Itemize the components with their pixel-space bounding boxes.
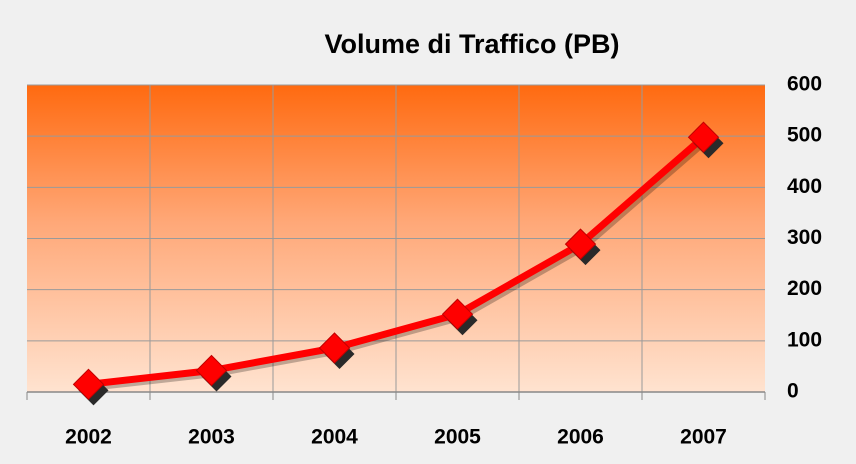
x-tick-label: 2007 <box>680 426 727 449</box>
y-tick-label: 300 <box>787 226 822 249</box>
x-tick-label: 2004 <box>311 426 358 449</box>
chart-title: Volume di Traffico (PB) <box>324 29 619 59</box>
marker <box>318 332 351 364</box>
marker <box>441 298 474 330</box>
y-tick-label: 600 <box>787 73 822 96</box>
marker <box>687 121 720 153</box>
y-tick-label: 200 <box>787 277 822 300</box>
series-line <box>88 134 706 388</box>
marker <box>564 228 597 260</box>
marker <box>72 368 105 401</box>
x-tick-label: 2002 <box>65 426 112 449</box>
x-tick-label: 2005 <box>434 426 481 449</box>
y-tick-label: 500 <box>787 124 822 147</box>
y-tick-label: 400 <box>787 175 822 198</box>
y-tick-label: 100 <box>787 328 822 351</box>
marker <box>195 354 228 387</box>
x-tick-label: 2003 <box>188 426 235 449</box>
x-tick-label: 2006 <box>557 426 604 449</box>
y-tick-label: 0 <box>787 380 799 403</box>
